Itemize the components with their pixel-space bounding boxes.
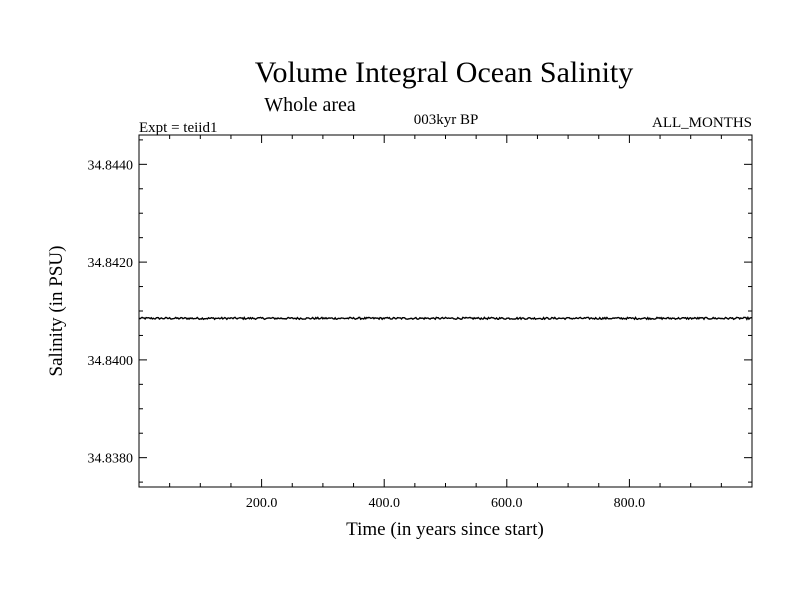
x-tick-label: 400.0 (368, 496, 400, 511)
x-tick-label: 600.0 (491, 496, 523, 511)
series-line (138, 316, 753, 321)
header-right-label: ALL_MONTHS (652, 115, 752, 131)
x-axis: 200.0 400.0 600.0 800.0 (138, 135, 753, 511)
x-tick-label: 200.0 (246, 496, 278, 511)
x-axis-label: Time (in years since start) (346, 519, 544, 540)
header-left-label: Expt = teiid1 (139, 120, 217, 136)
y-tick-label: 34.8440 (88, 158, 134, 173)
x-tick-label: 800.0 (614, 496, 646, 511)
header-center-label: 003kyr BP (414, 112, 479, 128)
plot-frame (138, 134, 753, 488)
chart-subtitle: Whole area (264, 94, 356, 116)
series-layer (138, 316, 753, 321)
y-axis-label: Salinity (in PSU) (46, 246, 67, 377)
y-axis: 34.8380 34.8400 34.8420 34.8440 (88, 139, 752, 483)
chart-title: Volume Integral Ocean Salinity (255, 56, 634, 89)
y-tick-label: 34.8380 (88, 452, 134, 467)
y-tick-label: 34.8420 (88, 256, 134, 271)
y-tick-label: 34.8400 (88, 354, 134, 369)
